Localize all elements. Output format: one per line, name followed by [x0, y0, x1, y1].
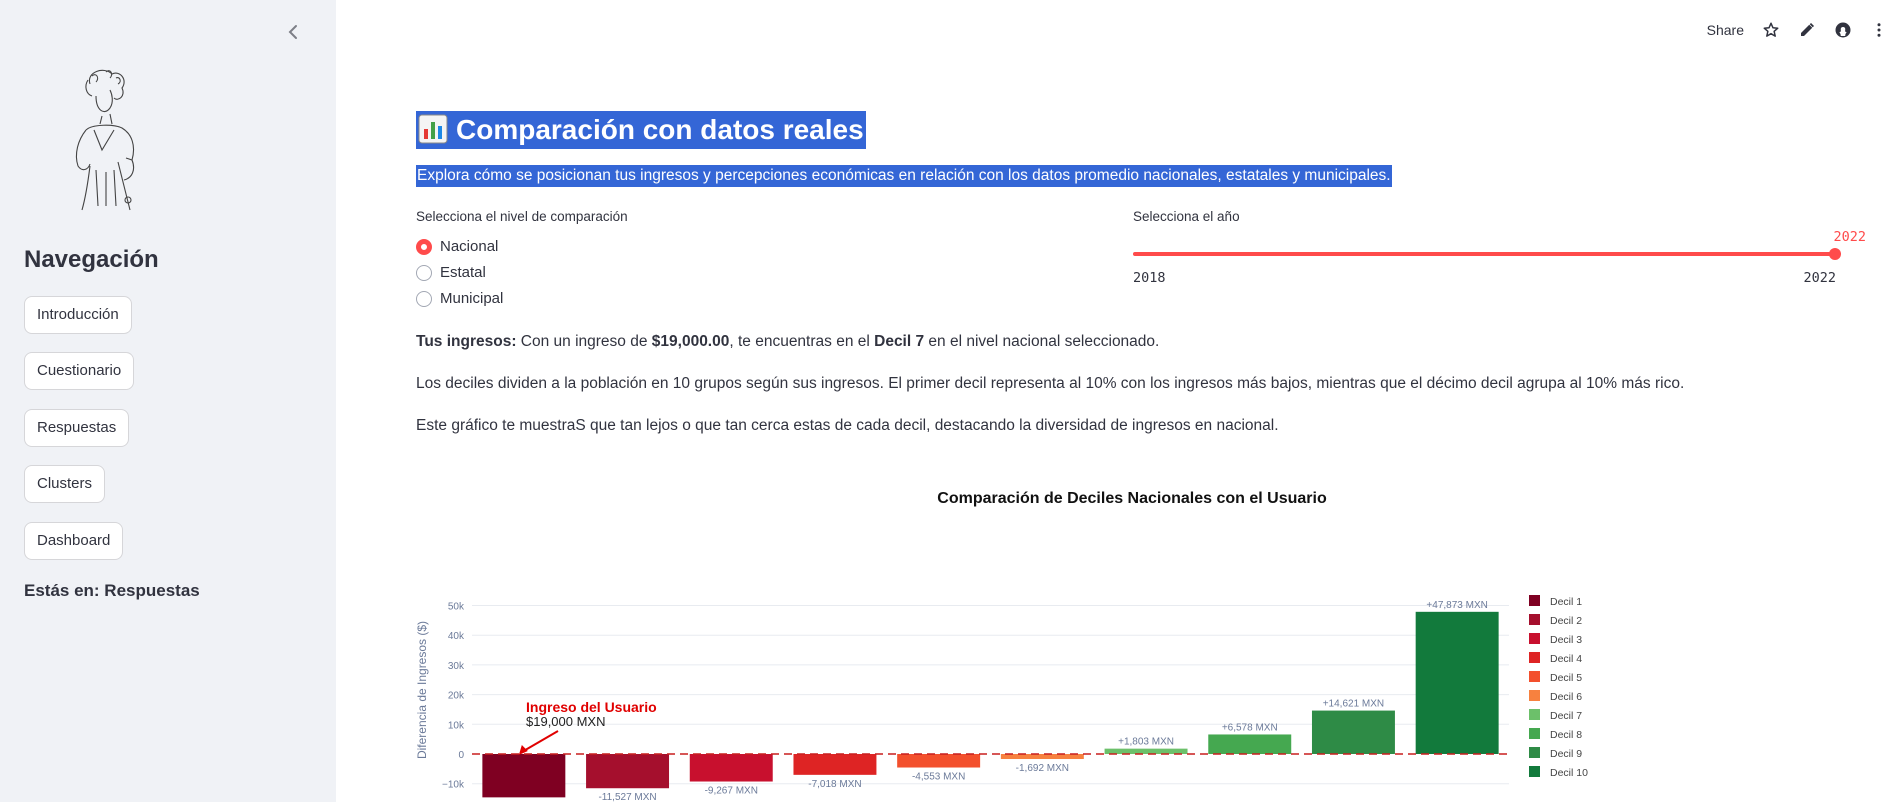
income-text-1: Con un ingreso de [516, 333, 652, 350]
legend-entry: Decil 7 [1550, 710, 1582, 722]
year-slider-thumb[interactable] [1829, 248, 1841, 260]
github-icon[interactable] [1834, 21, 1852, 39]
deciles-chart: Comparación de Deciles Nacionales con el… [416, 490, 1588, 802]
y-tick-label: 40k [448, 631, 465, 642]
nav-button-clusters[interactable]: Clusters [24, 465, 106, 503]
bar-label: -7,018 MXN [808, 779, 861, 790]
chart-title: Comparación de Deciles Nacionales con el… [937, 490, 1327, 507]
legend-swatch [1529, 747, 1540, 758]
legend-swatch [1529, 671, 1540, 682]
radio-option-estatal[interactable]: Estatal [416, 264, 486, 281]
bar-label: +1,803 MXN [1118, 737, 1174, 748]
income-amount: $19,000.00 [651, 333, 730, 350]
year-slider-max: 2022 [1803, 270, 1836, 286]
annotation-arrow [521, 730, 559, 753]
legend-entry: Decil 6 [1550, 691, 1582, 703]
radio-option-municipal[interactable]: Municipal [416, 290, 503, 307]
legend-swatch [1529, 595, 1540, 606]
income-text-3: en el nivel nacional seleccionado. [924, 333, 1160, 350]
bar-label: +47,873 MXN [1426, 600, 1487, 611]
chart-intro: Este gráfico te muestraS que tan lejos o… [416, 417, 1279, 434]
pencil-icon[interactable] [1798, 21, 1816, 39]
comparison-level-label: Selecciona el nivel de comparación [416, 209, 628, 224]
bar-label: -11,527 MXN [598, 792, 656, 802]
bar-decil-10 [1415, 611, 1499, 754]
y-tick-label: −10k [442, 780, 465, 791]
page-title: Comparación con datos reales [416, 111, 866, 149]
bar-decil-9 [1311, 710, 1395, 754]
income-summary: Tus ingresos: Con un ingreso de $19,000.… [416, 333, 1159, 351]
legend-swatch [1529, 766, 1540, 777]
more-vertical-icon[interactable] [1870, 21, 1888, 39]
nav-button-introduccion[interactable]: Introducción [24, 296, 132, 334]
chevron-left-icon[interactable] [284, 22, 304, 42]
bar-label: -9,267 MXN [705, 786, 758, 797]
nav-button-dashboard[interactable]: Dashboard [24, 522, 124, 560]
legend-entry: Decil 5 [1550, 672, 1582, 684]
bar-label: +14,621 MXN [1323, 699, 1384, 710]
y-tick-label: 30k [448, 661, 465, 672]
annotation-text: $19,000 MXN [526, 714, 606, 729]
legend-swatch [1529, 652, 1540, 663]
legend-entry: Decil 3 [1550, 634, 1582, 646]
radio-option-nacional[interactable]: Nacional [416, 238, 498, 255]
legend-swatch [1529, 614, 1540, 625]
annotation-arrowhead [518, 745, 528, 755]
main-content: Comparación con datos reales Explora cóm… [416, 0, 1866, 802]
year-slider-value: 2022 [1833, 229, 1866, 245]
avatar [75, 69, 135, 211]
bar-label: -4,553 MXN [912, 772, 965, 783]
current-page-status: Estás en: Respuestas [24, 581, 200, 600]
bar-decil-8 [1208, 734, 1292, 754]
radio-option-label: Municipal [440, 290, 504, 307]
year-slider-min: 2018 [1133, 270, 1166, 286]
legend-swatch [1529, 633, 1540, 644]
toolbar: Share [1707, 18, 1902, 42]
nav-button-cuestionario[interactable]: Cuestionario [24, 352, 135, 390]
bar-label: -1,692 MXN [1016, 763, 1069, 774]
radio-option-label: Estatal [440, 264, 486, 281]
bar-decil-7 [1104, 748, 1188, 754]
bar-decil-4 [793, 754, 877, 775]
income-text-2: , te encuentras en el [729, 333, 875, 350]
y-tick-label: 10k [448, 720, 465, 731]
y-tick-label: 50k [448, 602, 465, 613]
radio-selected-icon [416, 238, 432, 255]
bar-decil-2 [586, 754, 670, 789]
bar-decil-5 [897, 754, 981, 768]
bar-label: +6,578 MXN [1222, 722, 1278, 733]
page-title-text: Comparación con datos reales [456, 114, 864, 145]
legend-swatch [1529, 690, 1540, 701]
annotation-title: Ingreso del Usuario [526, 699, 657, 715]
radio-unselected-icon [416, 290, 432, 307]
bar-decil-1 [482, 754, 566, 798]
legend-swatch [1529, 728, 1540, 739]
page-subtitle: Explora cómo se posicionan tus ingresos … [416, 165, 1392, 187]
radio-option-label: Nacional [440, 238, 499, 255]
deciles-explanation: Los deciles dividen a la población en 10… [416, 375, 1685, 392]
bar-decil-6 [1000, 754, 1084, 760]
legend-entry: Decil 2 [1550, 615, 1582, 627]
legend-swatch [1529, 709, 1540, 720]
y-axis-label: Diferencia de Ingresos ($) [416, 621, 429, 759]
radio-unselected-icon [416, 264, 432, 281]
year-slider-track[interactable] [1133, 252, 1835, 256]
legend-entry: Decil 4 [1550, 653, 1582, 665]
nav-title: Navegación [24, 246, 159, 273]
income-decil: Decil 7 [874, 333, 925, 350]
star-icon[interactable] [1762, 21, 1780, 39]
y-tick-label: 0 [458, 750, 464, 761]
bar-chart-icon [418, 114, 448, 144]
legend-entry: Decil 10 [1550, 767, 1588, 779]
nav-button-respuestas[interactable]: Respuestas [24, 409, 130, 447]
y-tick-label: 20k [448, 691, 465, 702]
sidebar: Navegación Introducción Cuestionario Res… [0, 0, 336, 802]
legend-entry: Decil 9 [1550, 748, 1582, 760]
share-button[interactable]: Share [1706, 22, 1744, 38]
legend-entry: Decil 8 [1550, 729, 1582, 741]
income-lead: Tus ingresos: [416, 333, 517, 350]
year-slider-label: Selecciona el año [1133, 209, 1240, 224]
bar-decil-3 [689, 754, 773, 782]
legend-entry: Decil 1 [1550, 596, 1582, 608]
